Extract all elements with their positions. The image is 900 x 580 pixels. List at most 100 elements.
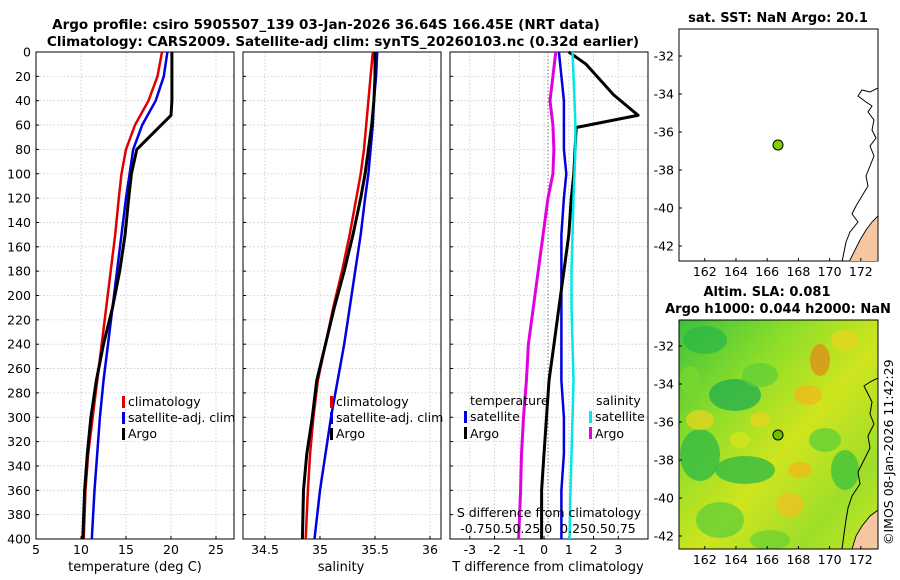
depth-tick-label: 280 (7, 385, 31, 400)
depth-tick-label: 100 (7, 166, 31, 181)
depth-tick-label: 180 (7, 264, 31, 279)
depth-tick-label: 40 (15, 93, 31, 108)
series-line-temperature-satellite (557, 51, 568, 539)
difference-axes-frame (449, 51, 649, 540)
depth-tick-label: 20 (15, 69, 31, 84)
x-tick-label: 2 (590, 542, 598, 557)
lat-tick-label: -36 (654, 125, 674, 140)
salinity-tick-labels: 34.5 35 35.5 36 (251, 542, 438, 557)
x-tick-label: 0 (540, 542, 548, 557)
x-tick-label: -3 (464, 542, 476, 557)
temperature-axes-frame (35, 51, 235, 540)
legend-swatch-sal-argo (589, 427, 592, 439)
lon-tick-label: 166 (755, 264, 779, 279)
difference-tick-labels: -3 -2 -1 0 1 2 3 (464, 542, 623, 557)
difference-panel: -3 -2 -1 0 1 2 3 T difference from climatology… (449, 50, 649, 575)
sst-map-title: sat. SST: NaN Argo: 20.1 (688, 11, 868, 26)
legend-label-satellite-adj: satellite-adj. clim (128, 410, 235, 425)
sst-coast-north (841, 87, 878, 261)
depth-tick-label: 240 (7, 337, 31, 352)
salinity-axes-frame (242, 51, 442, 540)
sla-anomaly-blob (809, 428, 841, 452)
series-line-argo (81, 52, 174, 540)
legend-swatch-sal-satellite (589, 411, 592, 423)
x-tick-label: 35 (312, 542, 328, 557)
sst-coastline (841, 87, 878, 261)
lat-tick-label: -38 (654, 163, 674, 178)
series-line-salinity-argo (517, 51, 558, 540)
lon-tick-label: 168 (786, 264, 810, 279)
difference-xlabel: T difference from climatology (451, 560, 644, 575)
sla-anomaly-blob (750, 530, 790, 549)
legend-label-sal-satellite: satellite (595, 409, 645, 424)
depth-tick-label: 220 (7, 312, 31, 327)
lon-tick-label: 172 (849, 552, 873, 567)
x-tick-label: 25 (208, 542, 224, 557)
lat-tick-label: -32 (654, 49, 674, 64)
legend-label-climatology: climatology (128, 394, 201, 409)
series-line-salinity-satellite (568, 51, 577, 540)
depth-tick-label: 0 (23, 45, 31, 60)
series-line-satellite-adj-clim (90, 51, 169, 540)
depth-tick-label: 400 (7, 532, 31, 547)
sla-anomaly-blob (794, 385, 822, 405)
sla-anomaly-blob (776, 493, 804, 517)
legend-label-temp-argo: Argo (470, 426, 499, 441)
sla-anomaly-blob (810, 344, 830, 376)
sla-anomaly-blob (715, 456, 775, 484)
sla-anomaly-blob (709, 379, 761, 411)
sla-anomaly-blob (788, 462, 812, 478)
lat-tick-label: -34 (654, 87, 674, 102)
lon-tick-label: 162 (693, 552, 717, 567)
sst-map-ticks: 162 164 166 168 170 172 -32 -34 -36 -38 -40 -42 (654, 49, 873, 280)
legend-title-temperature: temperature (470, 393, 549, 408)
sla-anomaly-blob (680, 366, 700, 394)
depth-tick-label: 360 (7, 483, 31, 498)
figure-title-line1: Argo profile: csiro 5905507_139 03-Jan-2… (52, 17, 600, 33)
temperature-xlabel: temperature (deg C) (68, 560, 202, 575)
depth-tick-label: 340 (7, 458, 31, 473)
x-tick-label: 36 (422, 542, 438, 557)
series-line-temperature-argo (540, 50, 640, 539)
x-tick-label: 35.5 (361, 542, 389, 557)
lat-tick-label: -42 (654, 239, 674, 254)
depth-tick-label: 300 (7, 410, 31, 425)
sla-anomaly-blob (750, 412, 770, 428)
lon-tick-label: 172 (849, 264, 873, 279)
sla-anomaly-blob (730, 432, 750, 448)
sla-anomaly-blob (683, 326, 727, 354)
lat-tick-label: -38 (654, 453, 674, 468)
sla-argo-marker (772, 429, 784, 441)
sla-anomaly-blobs (680, 326, 859, 549)
difference-legend: temperature salinity satellite Argo sate… (464, 393, 645, 441)
s-difference-label: S difference from climatology (457, 505, 642, 520)
legend-swatch-temp-satellite (464, 411, 467, 423)
x-tick-label: 10 (73, 542, 89, 557)
legend-swatch-satellite-adj (122, 412, 125, 424)
legend-label-argo: Argo (128, 426, 157, 441)
sla-anomaly-blob (831, 450, 859, 490)
lon-tick-label: 168 (786, 552, 810, 567)
x-tick-label: 34.5 (251, 542, 279, 557)
lon-tick-label: 162 (693, 264, 717, 279)
legend-label-satellite-adj: satellite-adj. clim (336, 410, 443, 425)
figure-title-line2: Climatology: CARS2009. Satellite-adj cli… (47, 34, 639, 50)
legend-label-argo: Argo (336, 426, 365, 441)
lon-tick-label: 164 (724, 552, 748, 567)
depth-tick-labels: 0 20 40 60 80 100 120 140 160 180 200 220 240 260 280 3… (7, 45, 31, 547)
difference-lines (517, 50, 640, 540)
depth-tick-label: 380 (7, 507, 31, 522)
lat-tick-label: -42 (654, 529, 674, 544)
x-tick-label: 15 (118, 542, 134, 557)
lat-tick-label: -40 (654, 491, 674, 506)
depth-tick-label: 260 (7, 361, 31, 376)
legend-swatch-satellite-adj (330, 412, 333, 424)
salinity-legend: climatology satellite-adj. clim Argo (330, 394, 443, 441)
sla-map-title-line1: Altim. SLA: 0.081 (704, 285, 831, 300)
legend-swatch-temp-argo (464, 427, 467, 439)
sst-map: sat. SST: NaN Argo: 20.1 162 164 166 168 170… (654, 11, 879, 280)
depth-tick-label: 320 (7, 434, 31, 449)
legend-label-temp-satellite: satellite (470, 409, 520, 424)
lat-tick-label: -36 (654, 415, 674, 430)
sst-argo-marker (772, 139, 784, 151)
